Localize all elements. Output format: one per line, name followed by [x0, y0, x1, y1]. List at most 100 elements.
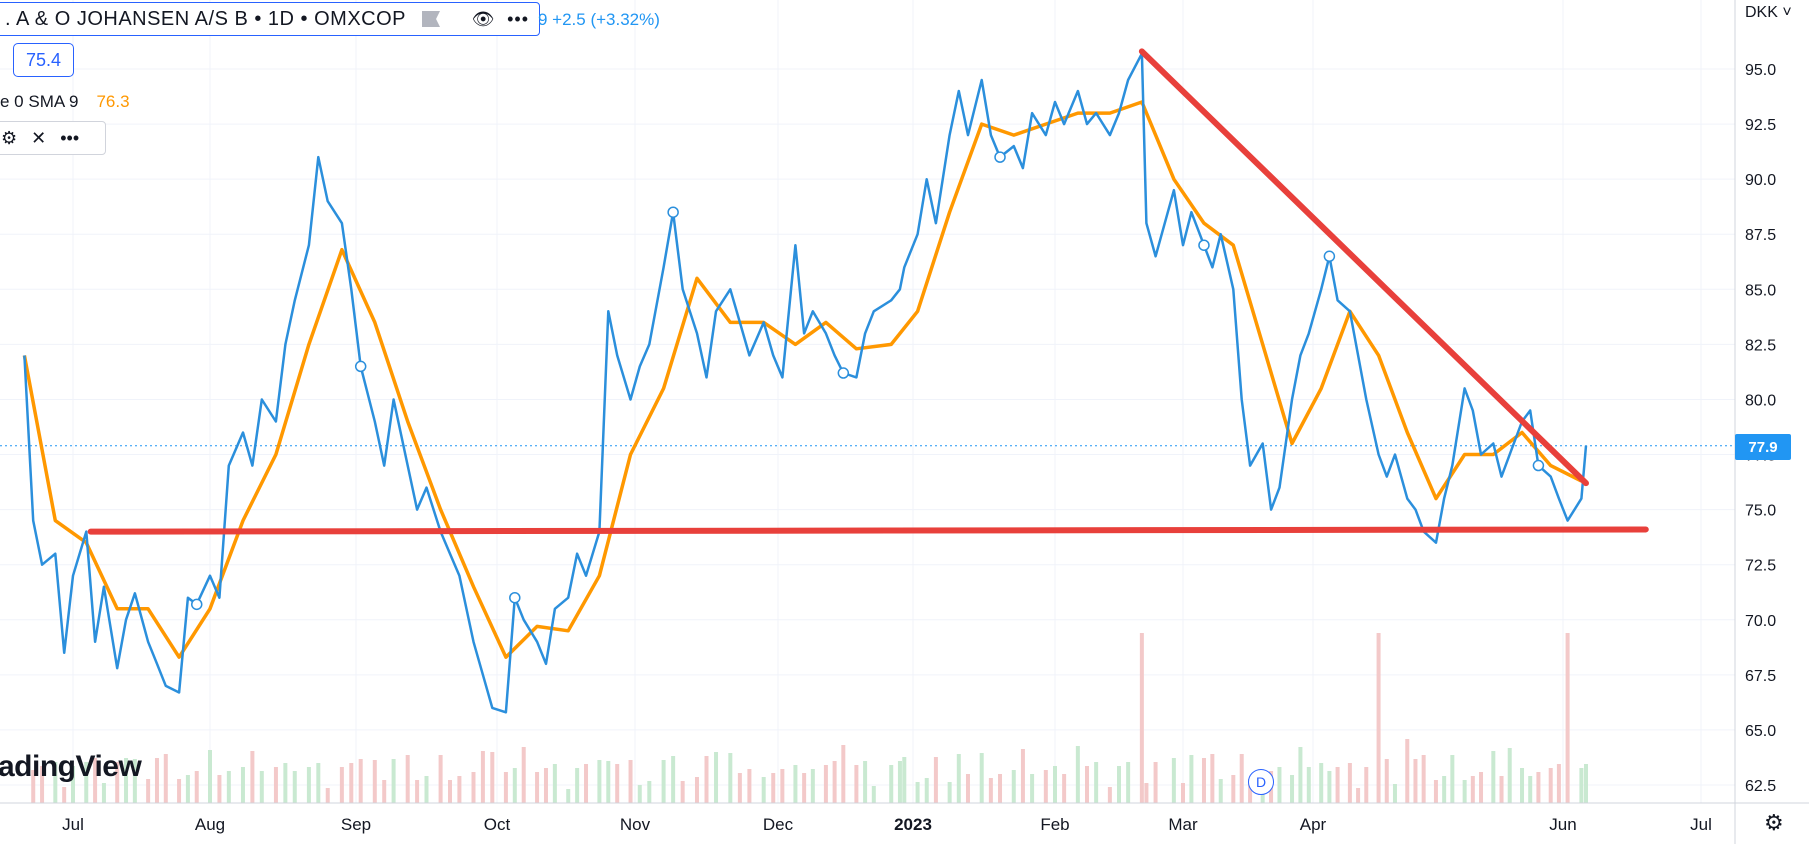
time-axis-label: 2023 [894, 815, 932, 834]
volume-bar [714, 752, 719, 803]
volume-bar [132, 759, 137, 803]
price-axis-label: 87.5 [1745, 227, 1776, 244]
volume-bar [823, 765, 828, 803]
volume-bar [163, 754, 168, 803]
volume-bar [761, 777, 766, 803]
volume-bar [1347, 763, 1352, 803]
support-trendline [87, 526, 1649, 535]
volume-bar [115, 762, 120, 803]
event-markers[interactable] [190, 151, 1545, 611]
settings-icon[interactable]: ⚙ [1, 127, 18, 148]
volume-bar [802, 773, 807, 803]
volume-bar [1239, 754, 1244, 803]
volume-bar [1107, 787, 1112, 803]
volume-bar [1536, 772, 1541, 803]
volume-bar [543, 768, 548, 803]
volume-bar [661, 760, 666, 803]
volume-bar [628, 760, 633, 803]
volume-bar [924, 778, 929, 803]
volume-bar [1499, 776, 1504, 803]
volume-bar [575, 768, 580, 803]
volume-bar [1548, 768, 1553, 803]
currency-selector[interactable]: DKK ˅ [1745, 4, 1792, 22]
volume-bar [124, 758, 129, 803]
volume-bar [1139, 633, 1144, 803]
volume-bar [339, 767, 344, 803]
chevron-down-icon: ˅ [1777, 4, 1792, 21]
volume-bar [965, 774, 970, 803]
more-icon[interactable]: ••• [60, 127, 80, 148]
flag-icon[interactable] [422, 11, 440, 27]
time-axis-label: Feb [1040, 815, 1069, 834]
volume-bar [737, 773, 742, 803]
indicator-toolbar[interactable]: ⚙ ✕ ••• [0, 121, 106, 155]
volume-bar [841, 745, 846, 803]
volume-bar [902, 757, 907, 803]
grid-lines [0, 0, 1735, 803]
volume-bar [793, 765, 798, 803]
volume-bar [424, 776, 429, 803]
volume-bar [1450, 755, 1455, 803]
volume-bar [358, 759, 363, 803]
volume-bar [1384, 759, 1389, 803]
volume-bar [415, 780, 420, 803]
volume-bar [1556, 764, 1561, 803]
volume-bar [535, 772, 540, 803]
price-scale-bg[interactable] [1735, 0, 1809, 844]
watermark-logo: adingView [0, 750, 142, 783]
time-axis-labels: Jul Aug Sep Oct Nov Dec 2023 Feb Mar Apr Jun Jul [62, 815, 1712, 834]
dividend-event-badge[interactable]: D [1248, 769, 1274, 795]
volume-bar [503, 772, 508, 803]
volume-bar [1579, 768, 1584, 803]
volume-bar [1565, 633, 1570, 803]
volume-bar [552, 764, 557, 803]
event-marker [1532, 459, 1545, 472]
volume-bar [1442, 776, 1447, 803]
price-axis-label: 85.0 [1745, 282, 1776, 299]
volume-bar [1528, 776, 1533, 803]
volume-bar [185, 775, 190, 803]
volume-bar [728, 753, 733, 803]
currency-label: DKK [1745, 4, 1778, 21]
volume-bar [372, 760, 377, 803]
indicator-value-box[interactable]: 75.4 [13, 43, 74, 77]
volume-bar [146, 779, 151, 803]
sma-line [22, 100, 1583, 659]
volume-bar [101, 783, 106, 803]
event-marker [1323, 250, 1336, 263]
volume-bar [1062, 774, 1067, 803]
sma-label: e 0 SMA 9 [0, 92, 79, 111]
volume-bar [863, 761, 868, 803]
sma-value: 76.3 [96, 92, 130, 111]
volume-bar [448, 780, 452, 803]
volume-bar [521, 747, 526, 803]
volume-bar [226, 771, 231, 803]
price-axis-label: 70.0 [1745, 613, 1776, 630]
event-marker [994, 151, 1006, 163]
volume-bar [933, 757, 938, 803]
volume-bar [292, 771, 297, 803]
volume-bar [1248, 779, 1253, 803]
gear-icon[interactable]: ⚙ [1764, 810, 1784, 835]
time-axis-label: Nov [620, 815, 651, 834]
close-icon[interactable]: ✕ [31, 127, 47, 148]
more-icon[interactable]: ••• [507, 8, 529, 29]
volume-bar [471, 772, 476, 803]
volume-bar [177, 779, 182, 803]
volume-bar [1413, 759, 1418, 803]
volume-bar [771, 773, 776, 803]
volume-bar [512, 768, 517, 803]
volume-bar [956, 754, 961, 803]
volume-bar [1210, 754, 1215, 803]
eye-icon[interactable]: 👁 [471, 8, 496, 29]
volume-bar [1364, 767, 1369, 803]
symbol-legend[interactable]: . A & O JOHANSEN A/S B • 1D • OMXCOP 👁 •… [0, 2, 540, 36]
volume-bar [1144, 783, 1149, 803]
volume-bar [597, 760, 602, 803]
sma-legend[interactable]: e 0 SMA 9 76.3 [0, 92, 130, 112]
volume-bar [1421, 755, 1426, 803]
trendline-layer[interactable] [87, 48, 1649, 535]
volume-bar [1053, 766, 1057, 803]
volume-bar [1189, 755, 1194, 803]
